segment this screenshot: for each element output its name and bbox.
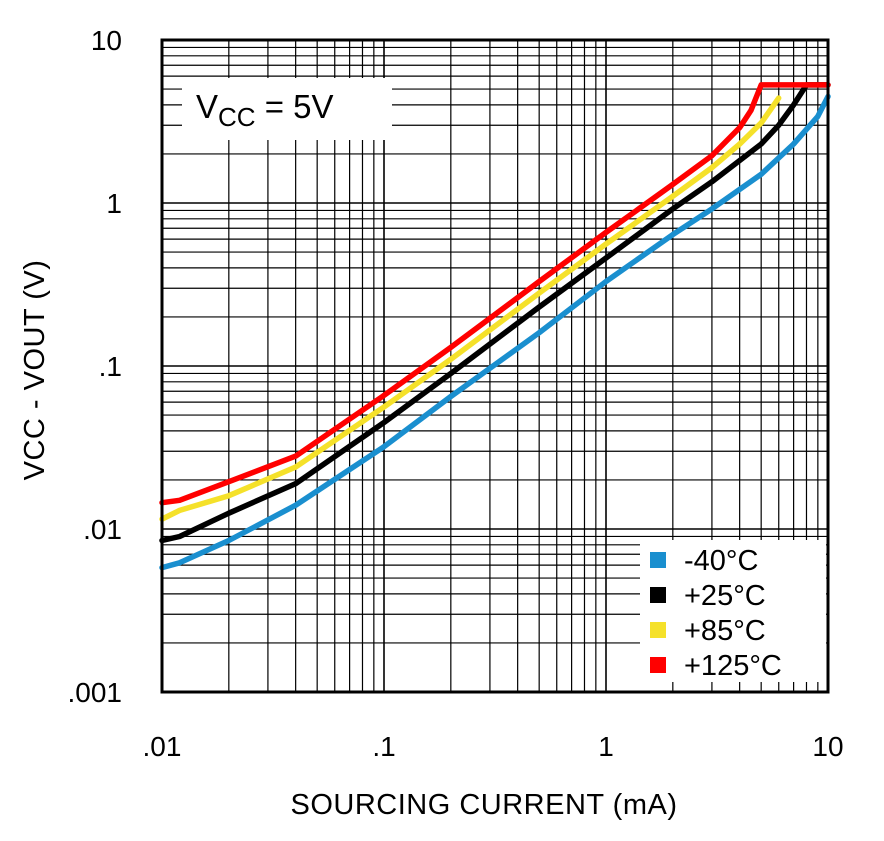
series-line bbox=[159, 93, 831, 571]
annotation-sub: CC bbox=[218, 102, 256, 132]
x-tick-label: 1 bbox=[598, 731, 614, 762]
x-tick-label: .1 bbox=[372, 731, 395, 762]
annotation-rest: = 5V bbox=[256, 88, 334, 125]
legend-swatch bbox=[650, 657, 666, 673]
legend-label: -40°C bbox=[684, 545, 758, 577]
y-tick-label: .01 bbox=[83, 514, 122, 545]
legend: -40°C+25°C+85°C+125°C bbox=[640, 540, 826, 682]
y-axis-label: VCC - VOUT (V) bbox=[19, 260, 51, 481]
y-tick-label: .001 bbox=[68, 677, 123, 708]
annotation-vcc: VCC = 5V bbox=[196, 88, 334, 132]
tick-labels: .01 .1 1 10 .001 .01 .1 1 10 bbox=[68, 25, 844, 762]
legend-swatch bbox=[650, 552, 666, 568]
series-line bbox=[159, 82, 831, 506]
annotation-box bbox=[182, 78, 392, 140]
legend-swatch bbox=[650, 622, 666, 638]
series-lines bbox=[159, 82, 831, 571]
legend-label: +85°C bbox=[684, 615, 766, 647]
x-tick-label: 10 bbox=[812, 731, 843, 762]
x-tick-label: .01 bbox=[143, 731, 182, 762]
y-tick-label: .1 bbox=[99, 351, 122, 382]
plot-frame bbox=[160, 38, 830, 694]
legend-label: +25°C bbox=[684, 580, 766, 612]
y-tick-label: 1 bbox=[106, 188, 122, 219]
legend-swatch bbox=[650, 587, 666, 603]
legend-background bbox=[640, 540, 826, 682]
series-line bbox=[159, 95, 782, 522]
x-axis-label: SOURCING CURRENT (mA) bbox=[291, 789, 678, 821]
annotation-main: V bbox=[196, 88, 218, 125]
y-tick-label: 10 bbox=[91, 25, 122, 56]
series-line bbox=[159, 82, 831, 544]
legend-label: +125°C bbox=[684, 650, 782, 682]
